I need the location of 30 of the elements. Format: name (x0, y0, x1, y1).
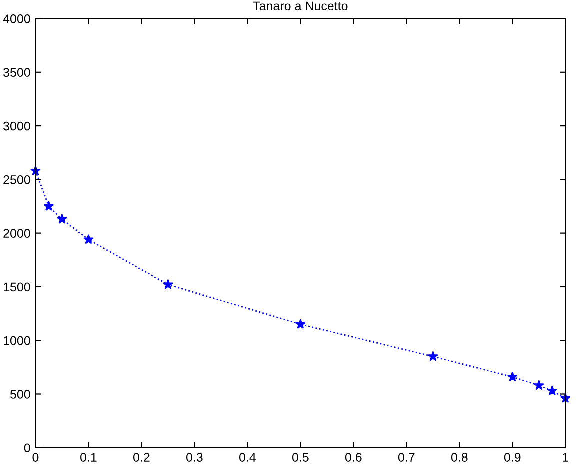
point (428, 351, 438, 362)
point (534, 380, 544, 390)
x-tick-label: 0.6 (345, 453, 362, 462)
point (547, 386, 558, 396)
y-tick-label: 4000 (3, 14, 30, 24)
chart-title: Tanaro a Nucetto (253, 2, 348, 11)
point (44, 201, 54, 211)
x-tick-label: 0.2 (133, 453, 150, 462)
y-tick-label: 1000 (4, 336, 30, 346)
x-tick-label: 0.8 (451, 453, 468, 462)
y-tick-label: 0 (24, 444, 30, 453)
y-tick-label: 1500 (4, 282, 30, 292)
y-tick-label: 3500 (4, 68, 30, 78)
x-tick-label: 0.5 (292, 453, 309, 462)
point (57, 214, 68, 224)
y-tick-label: 2000 (4, 229, 30, 238)
x-tick-label: 0.7 (398, 453, 415, 462)
point (163, 279, 174, 290)
y-tick-label: 3000 (4, 122, 30, 131)
x-tick-label: 0 (32, 453, 39, 462)
y-tick-label: 500 (10, 390, 30, 399)
point (84, 234, 94, 244)
x-tick-label: 0.1 (80, 453, 97, 462)
x-tick-label: 0.3 (186, 453, 203, 462)
x-tick-label: 0.9 (504, 453, 521, 462)
y-tick-label: 2500 (4, 175, 30, 184)
point (507, 372, 518, 382)
point (295, 319, 306, 330)
x-tick-label: 0.4 (239, 453, 256, 462)
x-tick-label: 1 (563, 453, 568, 462)
